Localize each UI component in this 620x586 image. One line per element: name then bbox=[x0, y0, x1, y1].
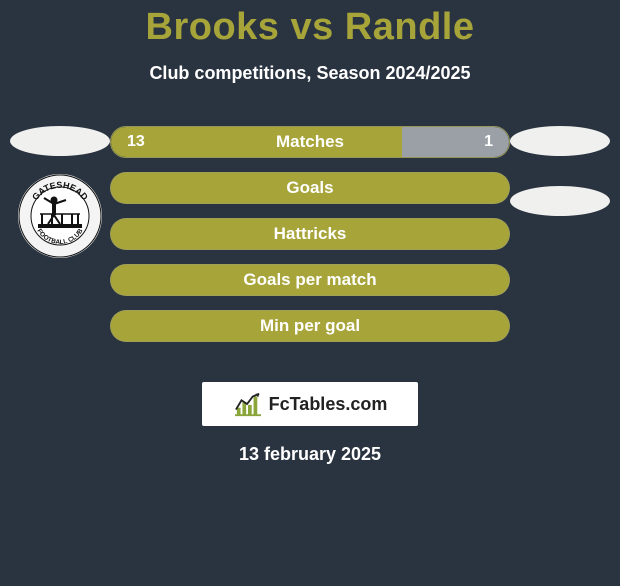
stat-bar: Goals per match bbox=[110, 264, 510, 296]
bar-value-right: 1 bbox=[484, 133, 493, 151]
stat-bar: Min per goal bbox=[110, 310, 510, 342]
bar-label: Goals per match bbox=[243, 270, 376, 290]
stat-bar: 13 1 Matches bbox=[110, 126, 510, 158]
comparison-bars: 13 1 Matches Goals Hattricks Goals per match M… bbox=[110, 126, 510, 342]
watermark-icon bbox=[233, 391, 263, 417]
country-pill-left bbox=[10, 126, 110, 156]
country-pill-right bbox=[510, 126, 610, 156]
bar-label: Matches bbox=[276, 132, 344, 152]
left-player-col: GATESHEAD FOOTBALL CLUB bbox=[10, 126, 110, 258]
stat-bar: Hattricks bbox=[110, 218, 510, 250]
subtitle: Club competitions, Season 2024/2025 bbox=[0, 63, 620, 84]
watermark-text: FcTables.com bbox=[269, 394, 388, 415]
page-title: Brooks vs Randle bbox=[0, 6, 620, 49]
bar-fill-left bbox=[111, 127, 402, 157]
club-badge-left: GATESHEAD FOOTBALL CLUB bbox=[18, 174, 102, 258]
bar-label: Min per goal bbox=[260, 316, 360, 336]
bar-label: Hattricks bbox=[274, 224, 347, 244]
right-player-col bbox=[510, 126, 610, 216]
watermark: FcTables.com bbox=[202, 382, 418, 426]
date-label: 13 february 2025 bbox=[0, 444, 620, 465]
bar-value-left: 13 bbox=[127, 133, 145, 151]
stat-bar: Goals bbox=[110, 172, 510, 204]
club-pill-right bbox=[510, 186, 610, 216]
bar-label: Goals bbox=[286, 178, 333, 198]
